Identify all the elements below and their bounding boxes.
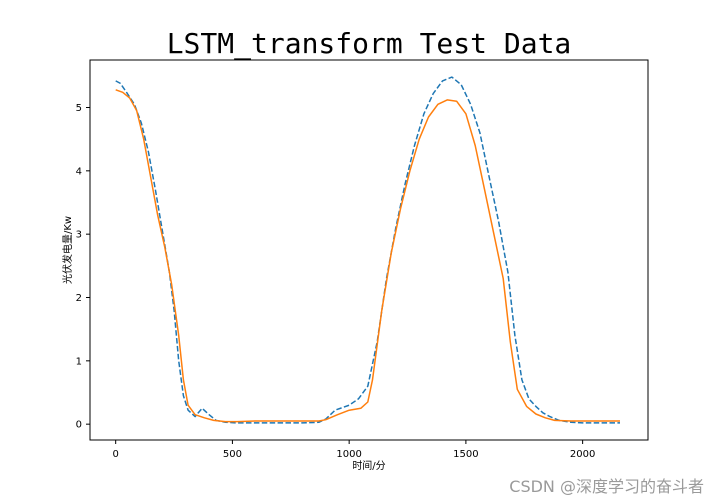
x-axis-label: 时间/分 — [352, 459, 385, 472]
x-tick-label: 1000 — [336, 449, 361, 460]
series-layer — [115, 76, 620, 424]
y-axis-label: 光伏发电量/Kw — [61, 216, 74, 284]
y-tick-label: 3 — [76, 230, 82, 241]
series-line-2 — [115, 89, 620, 423]
chart-title: LSTM_transform Test Data — [167, 27, 572, 61]
x-tick-label: 1500 — [453, 449, 478, 460]
y-axis: 0 1 2 3 4 5 — [76, 103, 90, 431]
watermark: CSDN @深度学习的奋斗者 — [509, 477, 704, 496]
plot-frame — [89, 59, 649, 441]
x-axis: 0 500 1000 1500 2000 — [112, 440, 595, 460]
y-tick-label: 0 — [76, 420, 82, 431]
y-tick-label: 4 — [76, 166, 82, 177]
y-tick-label: 2 — [76, 293, 82, 304]
y-tick-label: 1 — [76, 356, 82, 367]
x-tick-label: 0 — [112, 449, 118, 460]
x-tick-label: 2000 — [570, 449, 595, 460]
y-tick-label: 5 — [76, 103, 82, 114]
x-tick-label: 500 — [223, 449, 242, 460]
series-line-1 — [115, 76, 620, 424]
